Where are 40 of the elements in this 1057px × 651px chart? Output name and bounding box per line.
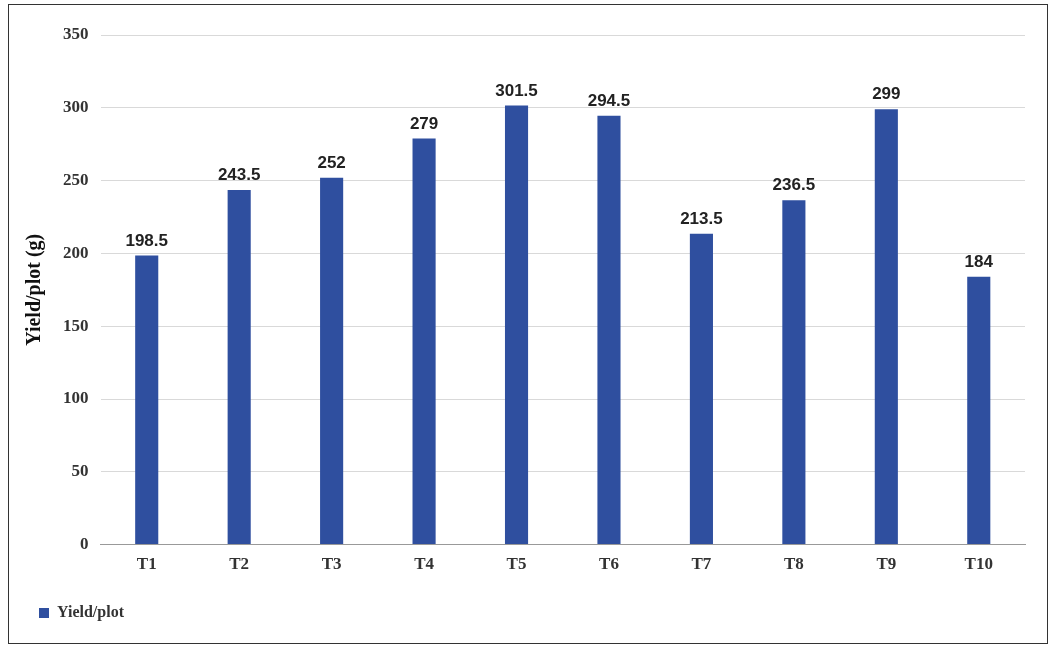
bar — [597, 115, 621, 545]
x-tick-label: T2 — [229, 554, 250, 574]
x-tick-label: T1 — [136, 554, 157, 574]
data-label: 301.5 — [495, 80, 538, 100]
bar — [689, 233, 713, 545]
x-tick-label: T10 — [964, 554, 993, 574]
data-label: 252 — [317, 152, 346, 172]
bar — [504, 105, 529, 545]
x-tick-label: T3 — [321, 554, 342, 574]
y-tick-label: 300 — [63, 97, 89, 117]
y-tick-label: 350 — [63, 24, 89, 44]
y-tick-label: 0 — [80, 533, 89, 553]
x-tick-label: T8 — [783, 554, 804, 574]
x-tick-label: T7 — [691, 554, 712, 574]
y-tick-label: 250 — [63, 169, 89, 189]
bar — [227, 190, 251, 545]
data-label: 236.5 — [772, 175, 816, 195]
bar — [782, 200, 806, 545]
bar — [135, 255, 159, 545]
data-label: 299 — [872, 84, 901, 104]
bar — [874, 109, 898, 545]
y-tick-label: 200 — [63, 242, 89, 262]
data-label: 213.5 — [680, 208, 723, 228]
x-tick-label: T6 — [599, 554, 619, 574]
data-label: 294.5 — [587, 91, 631, 110]
x-tick-label: T5 — [506, 554, 527, 574]
x-tick-label: T9 — [876, 554, 897, 574]
data-label: 243.5 — [217, 165, 261, 185]
data-label: 184 — [964, 251, 994, 271]
x-tick-label: T4 — [414, 554, 435, 574]
bar — [320, 177, 344, 545]
y-tick-label: 150 — [63, 315, 89, 335]
bar — [967, 276, 991, 545]
y-tick-label: 100 — [63, 388, 89, 408]
y-axis-title: Yield/plot (g) — [22, 233, 46, 346]
data-label: 198.5 — [125, 230, 168, 250]
y-tick-label: 50 — [71, 461, 89, 481]
legend-label: Yield/plot — [57, 603, 125, 622]
bar — [412, 138, 436, 545]
data-label: 279 — [409, 113, 439, 133]
